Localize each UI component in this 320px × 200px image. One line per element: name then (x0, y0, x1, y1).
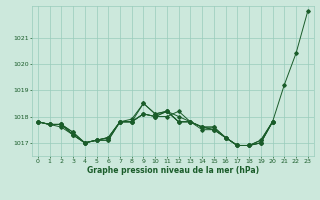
X-axis label: Graphe pression niveau de la mer (hPa): Graphe pression niveau de la mer (hPa) (87, 166, 259, 175)
